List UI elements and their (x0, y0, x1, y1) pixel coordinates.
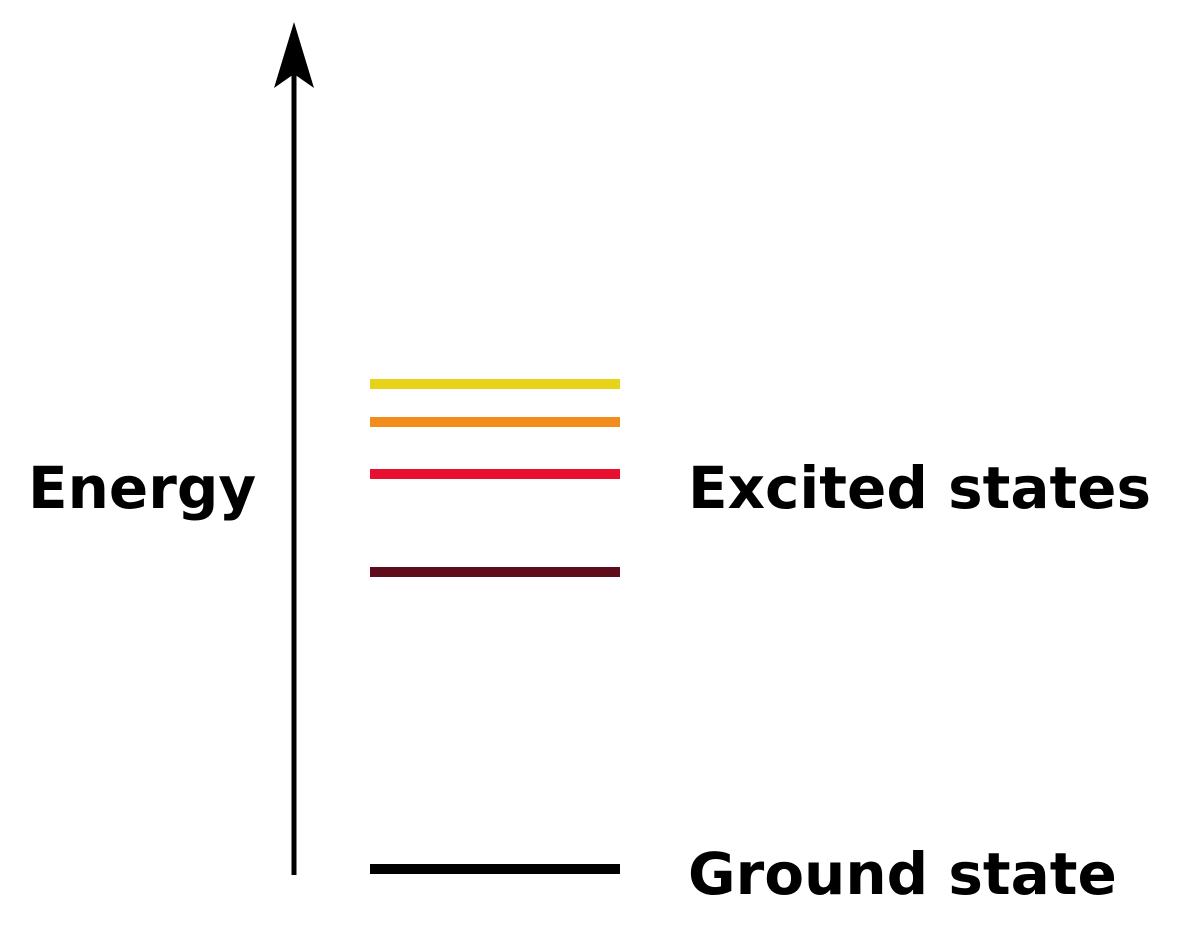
axis-label: Energy (28, 454, 256, 522)
axis-arrowhead (274, 22, 314, 88)
ground-label: Ground state (688, 840, 1117, 908)
excited-label: Excited states (688, 454, 1151, 522)
